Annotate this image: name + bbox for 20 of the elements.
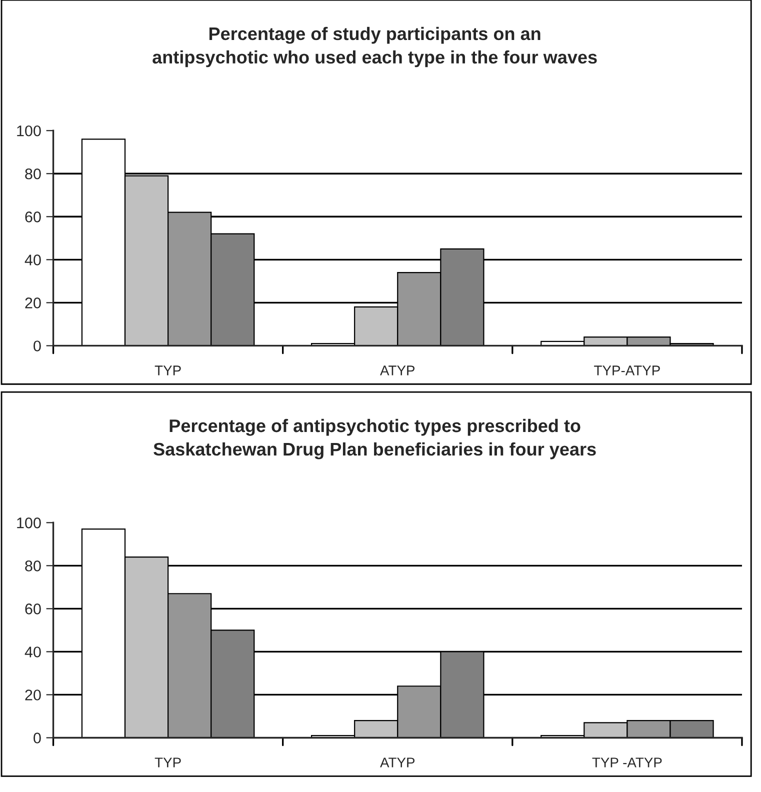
y-tick-label: 60 — [25, 212, 41, 222]
x-tick-label: TYP-ATYP — [594, 366, 660, 376]
y-tick-label: 20 — [25, 690, 41, 700]
chart-title: Percentage of study participants on an antipsychotic who used each type in the four waves — [152, 26, 597, 68]
y-tick-label: 100 — [17, 518, 41, 528]
x-tick-label: ATYP — [380, 366, 415, 376]
x-tick-label: ATYP — [380, 758, 415, 768]
y-tick-label: 80 — [25, 168, 41, 180]
y-tick-label: 0 — [34, 732, 41, 744]
y-tick-label: 20 — [25, 298, 41, 308]
x-tick-label: TYP — [154, 758, 181, 768]
y-tick-label: 40 — [24, 254, 41, 266]
y-tick-label: 0 — [34, 340, 41, 352]
x-tick-label: TYP -ATYP — [592, 758, 662, 768]
y-tick-label: 80 — [25, 560, 41, 572]
y-tick-label: 60 — [25, 604, 41, 614]
y-tick-label: 100 — [17, 125, 41, 136]
chart-title: Percentage of antipsychotic types prescribed to Saskatchewan Drug Plan beneficiaries in four years — [154, 418, 596, 460]
y-tick-label: 40 — [24, 646, 41, 658]
x-tick-label: TYP — [154, 366, 181, 376]
